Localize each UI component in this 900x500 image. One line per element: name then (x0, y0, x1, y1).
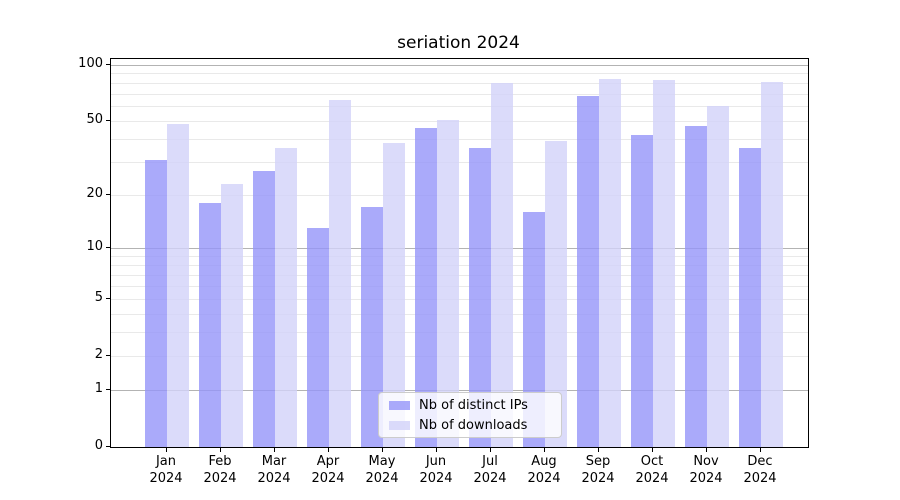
bar-nov-distinct-ips (685, 126, 707, 447)
bar-jul-distinct-ips (469, 148, 491, 447)
x-tick-label: Jul 2024 (473, 454, 507, 486)
x-tick-mark (328, 448, 329, 452)
minor-gridline (111, 265, 808, 266)
legend-item-distinct-ips: Nb of distinct IPs (389, 398, 551, 413)
x-tick-label: Mar 2024 (257, 454, 291, 486)
x-tick-label: Sep 2024 (581, 454, 615, 486)
bar-jun-downloads (437, 120, 459, 447)
bar-aug-distinct-ips (523, 212, 545, 447)
x-tick-label: Oct 2024 (635, 454, 669, 486)
x-tick-mark (652, 448, 653, 452)
y-tick-mark (106, 247, 110, 248)
bar-may-distinct-ips (361, 207, 383, 447)
minor-gridline (111, 275, 808, 276)
x-tick-label: Feb 2024 (203, 454, 237, 486)
legend-label-downloads: Nb of downloads (419, 417, 528, 433)
minor-gridline (111, 314, 808, 315)
x-tick-label: May 2024 (365, 454, 399, 486)
y-tick-mark (106, 355, 110, 356)
bar-jan-downloads (167, 124, 189, 447)
y-tick-mark (106, 120, 110, 121)
minor-gridline (111, 83, 808, 84)
x-tick-mark (220, 448, 221, 452)
y-tick-label: 20 (86, 186, 103, 201)
minor-gridline (111, 73, 808, 74)
major-gridline (111, 65, 808, 66)
bar-apr-downloads (329, 100, 351, 447)
y-tick-mark (106, 64, 110, 65)
bar-oct-downloads (653, 80, 675, 447)
y-tick-label: 2 (94, 347, 103, 362)
legend-item-downloads: Nb of downloads (389, 418, 551, 433)
minor-gridline (111, 106, 808, 107)
x-tick-label: Jan 2024 (149, 454, 183, 486)
y-tick-mark (106, 446, 110, 447)
y-tick-mark (106, 298, 110, 299)
x-tick-label: Aug 2024 (527, 454, 561, 486)
major-gridline (111, 390, 808, 391)
y-tick-mark (106, 194, 110, 195)
bar-aug-downloads (545, 141, 567, 447)
y-tick-label: 10 (86, 239, 103, 254)
minor-gridline (111, 121, 808, 122)
bar-mar-downloads (275, 148, 297, 447)
minor-gridline (111, 286, 808, 287)
x-tick-label: Dec 2024 (743, 454, 777, 486)
y-tick-label: 0 (94, 438, 103, 453)
x-tick-label: Nov 2024 (689, 454, 723, 486)
chart-title: seriation 2024 (397, 33, 520, 53)
minor-gridline (111, 299, 808, 300)
x-tick-mark (598, 448, 599, 452)
bar-jul-downloads (491, 83, 513, 447)
y-tick-label: 5 (94, 290, 103, 305)
minor-gridline (111, 356, 808, 357)
x-tick-mark (490, 448, 491, 452)
major-gridline (111, 248, 808, 249)
legend: Nb of distinct IPs Nb of downloads (378, 392, 562, 438)
x-tick-label: Apr 2024 (311, 454, 345, 486)
bar-sep-distinct-ips (577, 96, 599, 447)
minor-gridline (111, 139, 808, 140)
bar-feb-downloads (221, 184, 243, 447)
bar-jan-distinct-ips (145, 160, 167, 447)
x-tick-label: Jun 2024 (419, 454, 453, 486)
bar-oct-distinct-ips (631, 135, 653, 447)
y-tick-label: 1 (94, 381, 103, 396)
x-tick-mark (760, 448, 761, 452)
x-tick-mark (382, 448, 383, 452)
bar-dec-distinct-ips (739, 148, 761, 447)
bar-jun-distinct-ips (415, 128, 437, 447)
bar-apr-distinct-ips (307, 228, 329, 447)
bar-may-downloads (383, 143, 405, 447)
x-tick-mark (436, 448, 437, 452)
x-tick-mark (544, 448, 545, 452)
bar-dec-downloads (761, 82, 783, 447)
bar-sep-downloads (599, 79, 621, 447)
bar-nov-downloads (707, 106, 729, 447)
x-tick-mark (706, 448, 707, 452)
x-tick-mark (274, 448, 275, 452)
y-tick-label: 100 (78, 56, 103, 71)
legend-label-distinct-ips: Nb of distinct IPs (419, 397, 528, 413)
x-tick-mark (166, 448, 167, 452)
minor-gridline (111, 195, 808, 196)
plot-area (110, 58, 809, 448)
legend-swatch-downloads (389, 420, 410, 430)
minor-gridline (111, 256, 808, 257)
minor-gridline (111, 332, 808, 333)
bar-mar-distinct-ips (253, 171, 275, 447)
bar-feb-distinct-ips (199, 203, 221, 447)
y-tick-mark (106, 389, 110, 390)
minor-gridline (111, 162, 808, 163)
minor-gridline (111, 94, 808, 95)
legend-swatch-distinct-ips (389, 400, 410, 410)
y-tick-label: 50 (86, 112, 103, 127)
